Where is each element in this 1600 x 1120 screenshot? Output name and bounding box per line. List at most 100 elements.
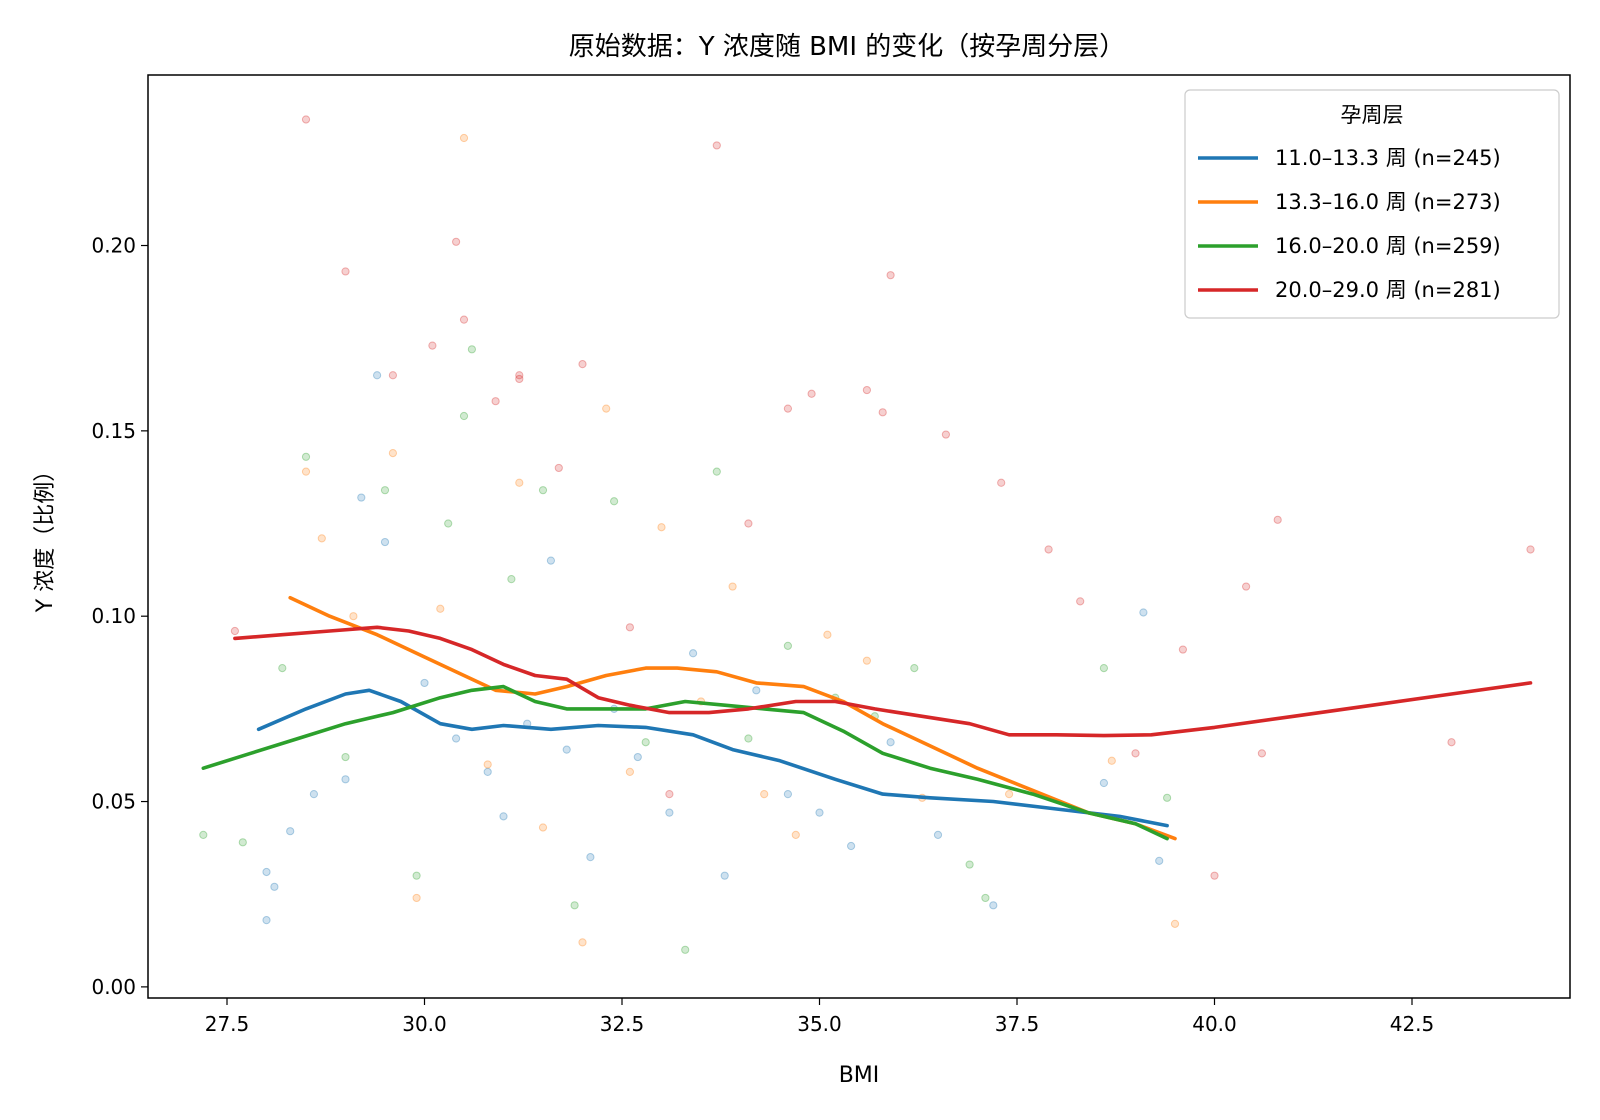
scatter-point-s3-20 [886,271,895,280]
scatter-layer [199,115,1535,954]
scatter-point-s2-11 [538,486,548,495]
scatter-point-s3-9 [515,374,524,384]
scatter-point-s3-15 [744,519,753,528]
scatter-point-s3-25 [1131,749,1140,758]
scatter-point-s3-14 [712,141,721,150]
scatter-point-s3-7 [491,397,500,406]
scatter-point-s3-12 [625,623,635,632]
scatter-point-s3-23 [1044,545,1053,554]
y-tick-label-3: 0.15 [91,419,136,443]
legend-box [1184,89,1560,319]
scatter-point-s0-31 [1155,856,1164,865]
scatter-point-s3-30 [1257,749,1267,758]
scatter-point-s0-28 [989,901,998,910]
scatter-point-s0-24 [815,808,824,817]
scatter-point-s3-0 [230,626,239,636]
scatter-point-s1-2 [349,612,358,621]
trend-layer [201,595,1533,841]
scatter-point-s0-2 [270,882,279,891]
scatter-point-s1-3 [388,448,397,458]
scatter-point-s2-25 [1163,793,1172,802]
scatter-point-s3-3 [388,371,397,380]
scatter-point-s3-2 [341,267,350,276]
scatter-point-s1-23 [1170,919,1180,928]
trend-line-2 [201,684,1169,841]
scatter-point-s0-6 [357,493,366,502]
legend-entries: 11.0–13.3 周 (n=245) 13.3–16.0 周 (n=273) 16… [1198,146,1501,302]
scatter-point-s0-27 [933,830,943,839]
scatter-point-s0-19 [665,808,674,817]
scatter-point-s1-1 [317,534,326,543]
scatter-point-s1-9 [538,823,548,832]
scatter-point-s0-20 [689,649,698,658]
trend-line-3 [233,625,1533,738]
scatter-point-s1-21 [1005,790,1014,799]
scatter-point-s1-7 [483,760,492,769]
scatter-point-s1-18 [823,630,832,639]
scatter-point-s3-10 [554,463,563,473]
legend: 孕周层 11.0–13.3 周 (n=245) 13.3–16.0 周 (n=27… [1184,89,1560,319]
scatter-point-s0-5 [341,775,350,784]
scatter-point-s3-27 [1210,871,1219,880]
scatter-point-s1-8 [515,478,524,487]
scatter-point-s0-21 [720,871,729,880]
scatter-point-s2-1 [238,838,247,847]
scatter-point-s3-31 [1447,738,1456,747]
scatter-point-s3-29 [1273,515,1282,524]
scatter-point-s0-23 [783,790,793,799]
y-axis: 0.00 0.05 0.10 0.15 0.20 [91,234,148,999]
scatter-point-s2-7 [444,519,453,528]
scatter-point-s1-11 [602,404,611,413]
scatter-point-s1-15 [728,582,737,591]
scatter-point-s0-1 [262,916,271,925]
scatter-point-s1-4 [412,893,421,903]
scatter-point-s3-18 [862,385,872,395]
x-tick-label-5: 40.0 [1192,1012,1237,1036]
legend-label-3: 20.0–29.0 周 (n=281) [1275,278,1501,302]
y-axis-label: Y 浓度（比例） [33,460,58,613]
scatter-point-s1-12 [625,767,635,776]
scatter-point-s2-2 [278,663,287,673]
scatter-point-s0-10 [452,734,461,743]
scatter-point-s2-18 [783,641,793,650]
scatter-point-s0-7 [373,371,382,380]
x-tick-label-3: 35.0 [797,1012,842,1036]
scatter-point-s2-21 [910,663,919,673]
scatter-point-s0-11 [483,767,492,776]
scatter-point-s3-8 [515,371,524,380]
scatter-point-s0-4 [309,790,318,799]
y-tick-label-1: 0.05 [91,790,136,814]
scatter-point-s3-11 [578,360,587,369]
scatter-point-s2-15 [681,945,690,954]
scatter-point-s3-16 [783,404,793,413]
scatter-point-s3-1 [301,115,311,124]
scatter-point-s3-24 [1076,597,1085,606]
scatter-point-s0-26 [886,738,895,747]
scatter-point-s2-8 [459,411,469,421]
y-tick-label-2: 0.10 [91,604,136,628]
x-tick-label-2: 32.5 [600,1012,645,1036]
scatter-point-s2-17 [744,734,753,743]
scatter-point-s2-4 [341,752,350,762]
scatter-point-s1-19 [862,656,872,665]
legend-label-1: 13.3–16.0 周 (n=273) [1275,190,1501,214]
scatter-point-s1-0 [301,467,311,476]
scatter-point-s3-19 [878,408,887,417]
scatter-point-s2-6 [412,871,421,880]
scatter-point-s2-13 [610,497,619,506]
scatter-point-s0-22 [752,686,761,695]
x-tick-label-6: 42.5 [1390,1012,1435,1036]
scatter-point-s0-9 [420,678,429,688]
scatter-point-s2-9 [467,345,476,354]
scatter-point-s3-22 [997,478,1006,487]
scatter-point-s0-14 [546,556,556,565]
scatter-point-s0-25 [847,841,856,851]
scatter-point-s3-4 [428,341,437,350]
scatter-point-s3-6 [459,315,469,324]
legend-label-2: 16.0–20.0 周 (n=259) [1275,234,1501,258]
y-tick-label-4: 0.20 [91,234,136,258]
scatter-point-s2-22 [965,860,974,869]
scatter-point-s3-32 [1526,545,1535,554]
trend-line-1 [288,595,1177,841]
